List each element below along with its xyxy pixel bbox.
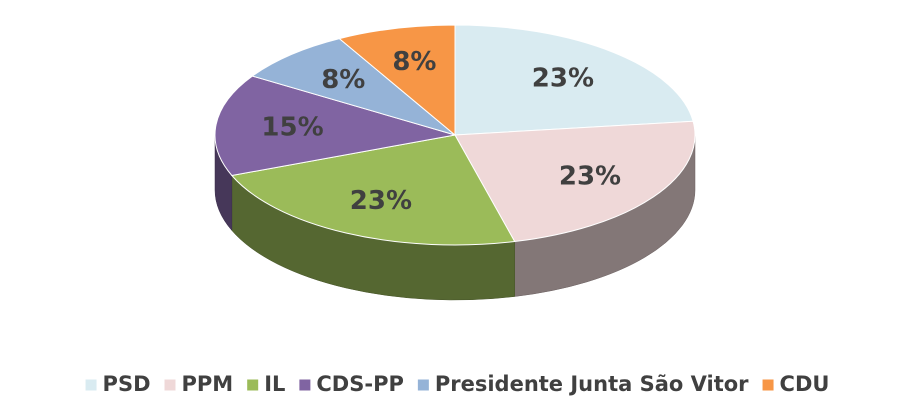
legend-label: CDS-PP: [316, 372, 403, 396]
slice: [338, 24, 456, 137]
value-label: 8%: [321, 65, 365, 95]
slice: [214, 75, 456, 177]
legend-swatch: [299, 379, 311, 391]
value-label: 23%: [532, 63, 594, 93]
value-label: 15%: [261, 112, 323, 142]
legend-label: PSD: [103, 372, 151, 396]
legend-swatch: [85, 379, 97, 391]
slice: [251, 38, 456, 136]
slice: [454, 120, 696, 243]
legend-label: IL: [264, 372, 285, 396]
legend-swatch: [164, 379, 176, 391]
legend-swatch: [417, 379, 429, 391]
legend-label: CDU: [780, 372, 830, 396]
value-label: 23%: [350, 186, 412, 216]
value-label: 8%: [392, 47, 436, 77]
legend-label: Presidente Junta São Vitor: [435, 372, 749, 396]
legend: PSD PPM IL CDS-PP Presidente Junta São Vitor…: [85, 372, 830, 396]
legend-swatch: [247, 379, 259, 391]
slice: [454, 24, 694, 136]
legend-swatch: [762, 379, 774, 391]
slice: [230, 134, 516, 246]
value-label: 23%: [559, 162, 621, 192]
legend-label: PPM: [182, 372, 234, 396]
